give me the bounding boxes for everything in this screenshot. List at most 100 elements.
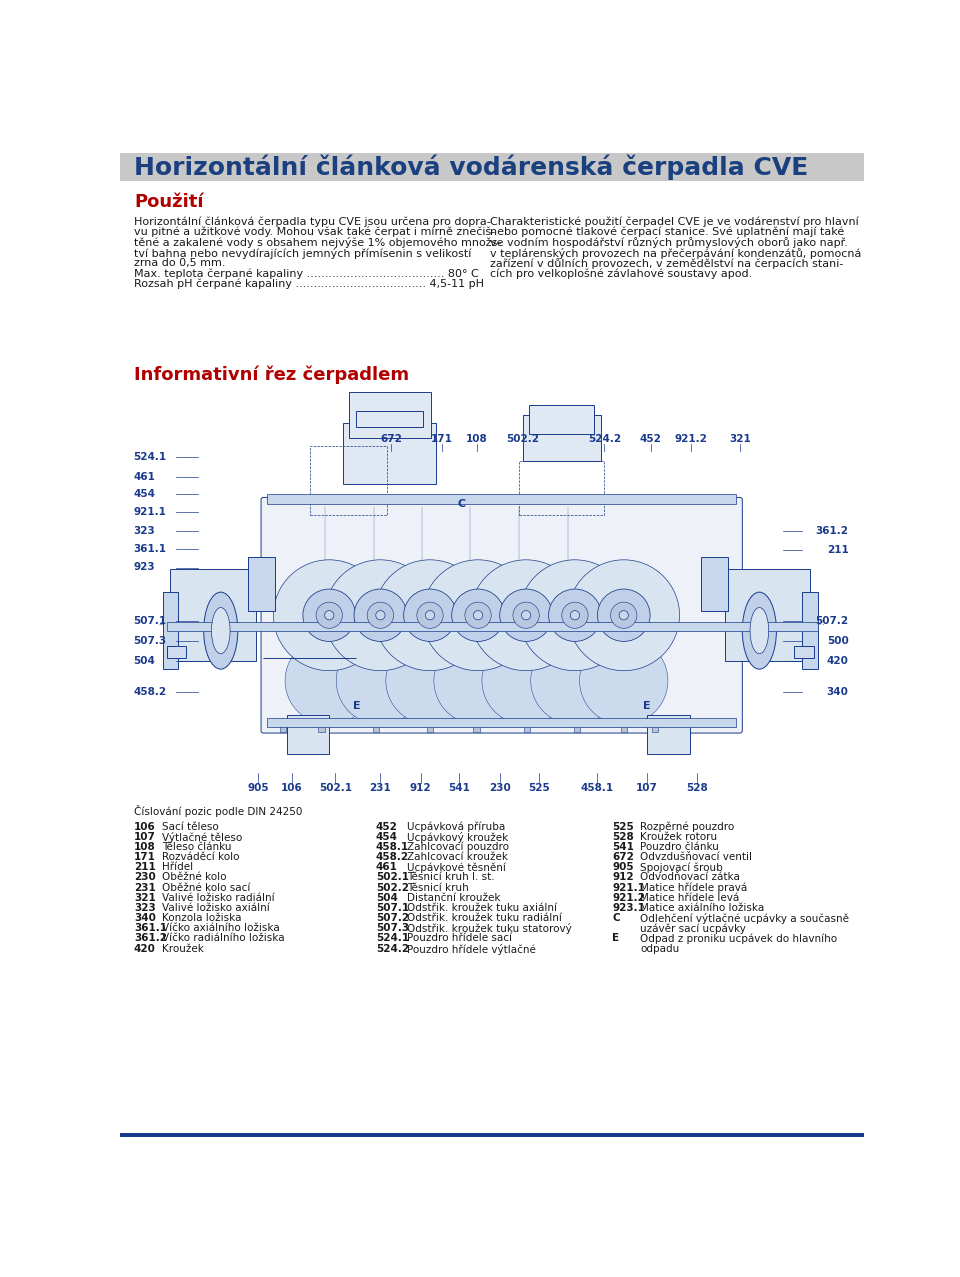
Circle shape xyxy=(500,589,552,641)
Text: Oběžné kolo sací: Oběžné kolo sací xyxy=(162,882,251,893)
Text: E: E xyxy=(612,933,619,944)
Text: Ucpávková příruba: Ucpávková příruba xyxy=(407,821,505,833)
Circle shape xyxy=(354,589,407,641)
Text: Těleso článku: Těleso článku xyxy=(162,842,231,852)
Text: 458.2: 458.2 xyxy=(375,852,409,862)
Text: C: C xyxy=(612,913,620,923)
Bar xyxy=(794,646,814,658)
Text: zařízení v důlních provozech, v zemědělství na čerpacích stani-: zařízení v důlních provozech, v zeměděls… xyxy=(491,258,844,269)
Text: Spojovací šroub: Spojovací šroub xyxy=(640,862,723,872)
Text: Sací těleso: Sací těleso xyxy=(162,821,219,831)
Ellipse shape xyxy=(204,593,238,669)
Bar xyxy=(621,723,627,732)
Text: Víčko radiálního ložiska: Víčko radiálního ložiska xyxy=(162,933,284,944)
Text: 108: 108 xyxy=(134,842,156,852)
Bar xyxy=(523,415,601,461)
Text: 323: 323 xyxy=(133,526,155,535)
Text: 461: 461 xyxy=(133,471,156,481)
Text: Zahlcovací kroužek: Zahlcovací kroužek xyxy=(407,852,508,862)
Bar xyxy=(120,1134,864,1137)
Text: 921.2: 921.2 xyxy=(612,893,645,903)
Circle shape xyxy=(417,603,444,628)
Text: 107: 107 xyxy=(134,831,156,842)
Bar xyxy=(574,723,581,732)
Text: 921.2: 921.2 xyxy=(675,433,708,443)
Circle shape xyxy=(531,637,619,724)
Circle shape xyxy=(386,637,474,724)
Text: Odlehčení výtlačné ucpávky a současně: Odlehčení výtlačné ucpávky a současně xyxy=(640,913,849,925)
Text: Pouzdro článku: Pouzdro článku xyxy=(640,842,719,852)
Text: ve vodním hospodářství různých průmyslových oborů jako např.: ve vodním hospodářství různých průmyslov… xyxy=(491,238,849,248)
Circle shape xyxy=(274,559,385,670)
Text: tví bahna nebo nevydírajících jemných přímísenin s velikostí: tví bahna nebo nevydírajících jemných př… xyxy=(134,248,471,258)
Text: 171: 171 xyxy=(431,433,452,443)
Text: 507.3: 507.3 xyxy=(375,923,409,933)
Text: 420: 420 xyxy=(134,944,156,954)
Text: 502.1: 502.1 xyxy=(375,872,409,882)
Circle shape xyxy=(422,559,534,670)
Text: 211: 211 xyxy=(134,862,156,872)
Circle shape xyxy=(619,610,629,619)
Text: Valivé ložisko axiální: Valivé ložisko axiální xyxy=(162,903,270,913)
Circle shape xyxy=(473,610,483,619)
Text: 923: 923 xyxy=(133,562,155,572)
Text: cích pro velkoplošné závlahové soustavy apod.: cích pro velkoplošné závlahové soustavy … xyxy=(491,268,753,278)
Text: 211: 211 xyxy=(827,545,849,554)
Text: 525: 525 xyxy=(612,821,634,831)
Text: Rozsah pH čerpané kapaliny .................................... 4,5-11 pH: Rozsah pH čerpané kapaliny .............… xyxy=(134,278,484,290)
Circle shape xyxy=(285,637,373,724)
Text: Odvodňovací zátka: Odvodňovací zátka xyxy=(640,872,740,882)
Text: Číslování pozic podle DIN 24250: Číslování pozic podle DIN 24250 xyxy=(134,805,302,817)
Bar xyxy=(287,715,329,753)
Text: 507.1: 507.1 xyxy=(133,617,166,627)
Text: 461: 461 xyxy=(375,862,397,872)
Text: 452: 452 xyxy=(375,821,397,831)
Ellipse shape xyxy=(742,593,777,669)
Bar xyxy=(519,461,605,515)
Circle shape xyxy=(562,603,588,628)
Text: 504: 504 xyxy=(375,893,397,903)
Circle shape xyxy=(368,603,394,628)
Text: Těsnicí kruh I. st.: Těsnicí kruh I. st. xyxy=(407,872,494,882)
Text: 230: 230 xyxy=(489,783,511,793)
Text: 672: 672 xyxy=(612,852,634,862)
Circle shape xyxy=(303,589,355,641)
Text: Oběžné kolo: Oběžné kolo xyxy=(162,872,227,882)
Circle shape xyxy=(324,559,436,670)
Circle shape xyxy=(470,559,582,670)
Text: Ucpávkový kroužek: Ucpávkový kroužek xyxy=(407,831,508,843)
Circle shape xyxy=(452,589,504,641)
Bar xyxy=(529,405,594,434)
Text: 458.2: 458.2 xyxy=(133,687,166,697)
Text: Pouzdro hřídele sací: Pouzdro hřídele sací xyxy=(407,933,512,944)
Text: 171: 171 xyxy=(134,852,156,862)
Text: 507.2: 507.2 xyxy=(375,913,409,923)
Text: Charakteristické použití čerpadel CVE je ve vodárenství pro hlavní: Charakteristické použití čerpadel CVE je… xyxy=(491,216,859,227)
Text: Distanční kroužek: Distanční kroužek xyxy=(407,893,500,903)
Text: 672: 672 xyxy=(380,433,402,443)
Circle shape xyxy=(570,610,580,619)
Text: Matice hřídele pravá: Matice hřídele pravá xyxy=(640,882,747,893)
Circle shape xyxy=(425,610,435,619)
Text: 452: 452 xyxy=(640,433,661,443)
Text: 528: 528 xyxy=(612,831,634,842)
Circle shape xyxy=(375,610,385,619)
Text: 528: 528 xyxy=(686,783,708,793)
Text: Výtlačné těleso: Výtlačné těleso xyxy=(162,831,242,843)
Text: 905: 905 xyxy=(247,783,269,793)
Text: 340: 340 xyxy=(827,687,849,697)
Ellipse shape xyxy=(211,608,230,654)
Bar xyxy=(170,570,255,661)
Bar xyxy=(348,392,431,438)
Text: Pouzdro hřídele výtlačné: Pouzdro hřídele výtlačné xyxy=(407,944,536,955)
Bar xyxy=(267,718,736,727)
Text: 340: 340 xyxy=(134,913,156,923)
Text: 321: 321 xyxy=(134,893,156,903)
Text: 230: 230 xyxy=(134,872,156,882)
Bar xyxy=(248,558,275,612)
Text: vu pitné a užitkové vody. Mohou však také čerpat i mírně znečiš-: vu pitné a užitkové vody. Mohou však tak… xyxy=(134,227,495,238)
Text: Víčko axiálního ložiska: Víčko axiálního ložiska xyxy=(162,923,279,933)
Circle shape xyxy=(434,637,522,724)
Text: Matice axiálního ložiska: Matice axiálního ložiska xyxy=(640,903,764,913)
Text: 502.2: 502.2 xyxy=(375,882,409,893)
